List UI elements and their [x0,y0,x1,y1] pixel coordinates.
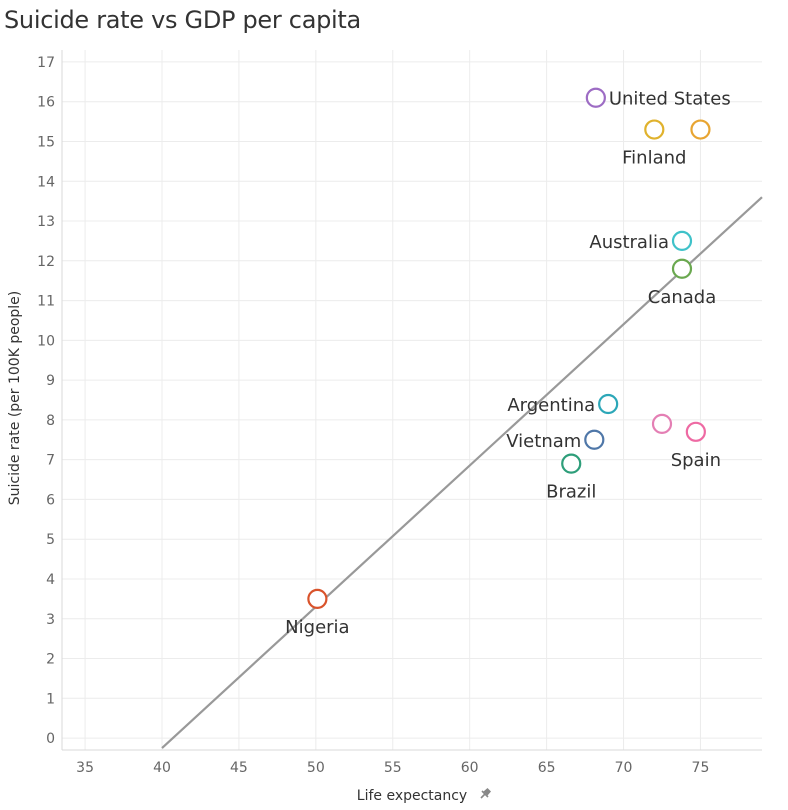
data-point[interactable] [651,413,673,434]
data-point[interactable] [561,453,582,474]
y-tick-label: 13 [37,214,55,230]
y-tick-label: 11 [37,294,55,310]
data-point[interactable] [585,87,606,108]
y-tick-label: 4 [46,572,55,588]
x-tick-label: 50 [307,760,325,776]
data-point[interactable] [598,393,619,415]
point-label: Spain [671,450,721,471]
x-tick-label: 60 [461,760,479,776]
y-tick-label: 16 [37,95,55,111]
y-tick-label: 3 [46,612,55,628]
point-labels: United States Finland Australia Canada Argen… [285,89,731,638]
x-axis-ticks: 35 40 45 50 55 60 65 70 75 [76,760,709,776]
y-tick-label: 15 [37,134,55,150]
axes [61,50,762,751]
y-tick-label: 2 [46,652,55,668]
data-point[interactable] [685,421,706,442]
y-tick-label: 0 [46,731,55,747]
x-tick-label: 40 [153,760,171,776]
y-tick-label: 7 [46,453,55,469]
trend-line [161,196,763,749]
y-tick-label: 1 [46,691,55,707]
point-label: Nigeria [285,617,349,638]
y-tick-label: 14 [37,174,55,190]
y-tick-label: 8 [46,413,55,429]
x-tick-label: 65 [538,760,556,776]
y-tick-label: 9 [46,373,55,389]
data-point[interactable] [671,258,693,279]
data-point[interactable] [584,429,605,450]
x-tick-label: 55 [384,760,402,776]
x-tick-label: 70 [615,760,633,776]
point-label: United States [609,89,731,110]
x-axis-title: Life expectancy [357,788,467,804]
point-label: Canada [648,287,717,308]
x-tick-label: 45 [230,760,248,776]
point-label: Australia [589,232,669,253]
point-label: Argentina [507,395,595,416]
y-tick-label: 12 [37,254,55,270]
data-point[interactable] [307,588,328,609]
chart-title: Suicide rate vs GDP per capita [4,6,361,34]
x-tick-label: 75 [692,760,710,776]
y-tick-label: 5 [46,532,55,548]
y-tick-label: 10 [37,333,55,349]
data-point[interactable] [690,119,711,140]
y-tick-label: 6 [46,492,55,508]
grid [62,50,762,750]
y-axis-title: Suicide rate (per 100K people) [7,291,23,506]
point-label: Vietnam [506,431,581,452]
x-tick-label: 35 [76,760,94,776]
pin-icon[interactable] [480,788,491,799]
y-tick-label: 17 [37,55,55,71]
data-point[interactable] [671,230,693,252]
data-point[interactable] [644,119,665,140]
point-label: Brazil [546,482,596,503]
data-points [307,87,711,609]
point-label: Finland [622,148,686,169]
